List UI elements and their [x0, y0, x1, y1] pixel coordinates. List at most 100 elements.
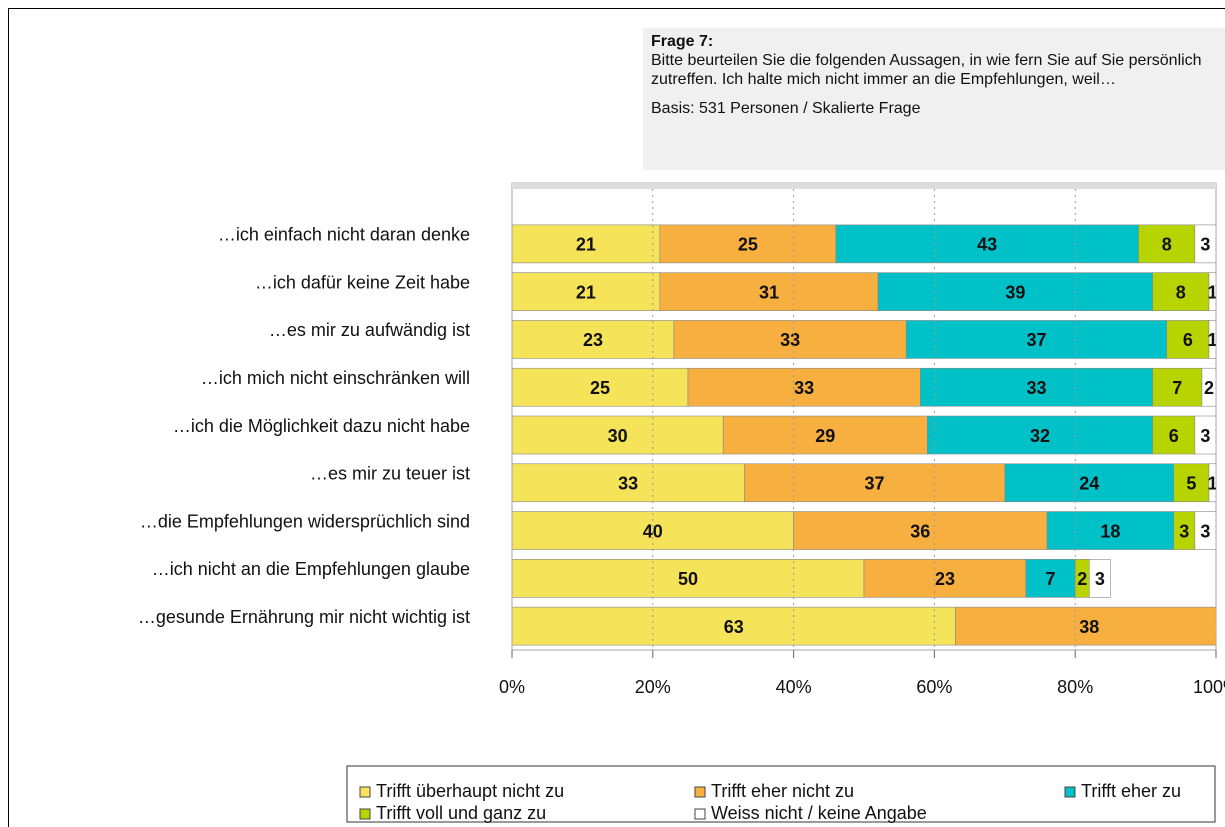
bar-segment	[863, 559, 1027, 598]
frame	[8, 8, 1225, 827]
bar-segment	[659, 272, 879, 311]
legend-label: Weiss nicht / keine Angabe	[711, 803, 927, 823]
data-label: 23	[583, 330, 603, 350]
data-label: 21	[576, 235, 596, 255]
bar-segment	[687, 367, 921, 407]
bar-segment	[512, 559, 865, 598]
bar-segment	[512, 367, 689, 407]
data-label: 3	[1200, 235, 1210, 255]
legend-label: Trifft eher nicht zu	[711, 781, 854, 801]
data-label: 6	[1169, 426, 1179, 446]
bar-segment	[793, 511, 1048, 550]
data-label: 33	[1026, 378, 1046, 398]
bars: 21 25 43 8 321 31 39 8 123 33 37 6 125 33 33 7 230 29 32 6 3…	[512, 224, 1217, 646]
legend-swatch	[1064, 786, 1076, 798]
x-tick-label: 100%	[1193, 677, 1225, 697]
legend-label: Trifft überhaupt nicht zu	[376, 781, 564, 801]
data-label: 5	[1186, 474, 1196, 494]
data-label: 3	[1095, 569, 1105, 589]
data-label: 33	[780, 330, 800, 350]
data-label: 37	[1026, 330, 1046, 350]
data-label: 38	[1079, 617, 1099, 637]
bar-segment	[877, 272, 1153, 311]
category-label: …ich einfach nicht daran denke	[218, 225, 470, 245]
data-label: 36	[910, 521, 930, 541]
x-tick-label: 60%	[916, 677, 952, 697]
bar-segment	[1088, 559, 1111, 598]
bar-segment	[1152, 367, 1203, 407]
data-label: 24	[1079, 474, 1099, 494]
data-label: 25	[738, 235, 758, 255]
data-label: 6	[1183, 330, 1193, 350]
bar-segment	[905, 320, 1168, 359]
x-tick-label: 80%	[1057, 677, 1093, 697]
data-label: 39	[1005, 282, 1025, 302]
bar-segment	[512, 224, 661, 264]
data-label: 2	[1204, 378, 1214, 398]
bar-segment	[1166, 320, 1210, 359]
bar-segment	[1173, 463, 1210, 503]
category-label: …es mir zu teuer ist	[310, 464, 470, 484]
bar-segment	[722, 415, 928, 455]
bar-segment	[512, 606, 956, 646]
plot-top-strip	[512, 183, 1216, 189]
category-label: …gesunde Ernährung mir nicht wichtig ist	[138, 607, 470, 627]
category-label: …ich mich nicht einschränken will	[201, 368, 470, 388]
x-tick-label: 40%	[776, 677, 812, 697]
legend-swatch	[359, 808, 371, 820]
data-label: 3	[1179, 521, 1189, 541]
data-label: 23	[935, 569, 955, 589]
bar-segment	[744, 463, 1006, 503]
question-text: Bitte beurteilen Sie die folgenden Aussa…	[651, 52, 1202, 88]
data-label: 30	[608, 426, 628, 446]
data-label: 21	[576, 282, 596, 302]
x-tick-label: 0%	[499, 677, 525, 697]
data-label: 7	[1046, 569, 1056, 589]
bar-segment	[659, 224, 837, 264]
category-label: …es mir zu aufwändig ist	[269, 320, 470, 340]
data-label: 3	[1200, 521, 1210, 541]
bar-segment	[1208, 463, 1216, 503]
data-label: 50	[678, 569, 698, 589]
category-label: …ich nicht an die Empfehlungen glaube	[152, 559, 470, 579]
bar-segment	[1138, 224, 1196, 264]
question-basis: Basis: 531 Personen / Skalierte Frage	[651, 100, 921, 117]
legend-swatch	[694, 786, 706, 798]
data-label: 33	[794, 378, 814, 398]
category-label: …ich dafür keine Zeit habe	[255, 272, 470, 292]
bar-segment	[512, 272, 661, 311]
bar-segment	[512, 320, 675, 359]
data-label: 1	[1207, 330, 1217, 350]
bar-segment	[927, 415, 1153, 455]
data-label: 8	[1176, 282, 1186, 302]
data-label: 25	[590, 378, 610, 398]
legend-swatch	[694, 808, 706, 820]
bar-segment	[1046, 511, 1175, 550]
bar-segment	[1194, 224, 1216, 264]
data-label: 43	[977, 235, 997, 255]
bar-segment	[1004, 463, 1175, 503]
question-header: Frage 7:	[651, 33, 714, 50]
bar-segment	[920, 367, 1153, 407]
legend-label: Trifft eher zu	[1081, 781, 1181, 801]
category-label: …ich die Möglichkeit dazu nicht habe	[173, 416, 470, 436]
legend-swatch	[359, 786, 371, 798]
data-label: 8	[1162, 235, 1172, 255]
bar-segment	[673, 320, 907, 359]
data-label: 2	[1077, 569, 1087, 589]
bar-segment	[1025, 559, 1076, 598]
bar-segment	[1194, 511, 1216, 550]
bar-segment	[835, 224, 1139, 264]
data-label: 1	[1207, 474, 1217, 494]
category-label: …die Empfehlungen widersprüchlich sind	[140, 511, 470, 531]
data-label: 3	[1200, 426, 1210, 446]
data-label: 7	[1172, 378, 1182, 398]
data-label: 29	[815, 426, 835, 446]
data-label: 32	[1030, 426, 1050, 446]
bar-segment	[955, 606, 1216, 646]
bar-segment	[1194, 415, 1216, 455]
data-label: 37	[865, 474, 885, 494]
bar-segment	[1152, 415, 1196, 455]
